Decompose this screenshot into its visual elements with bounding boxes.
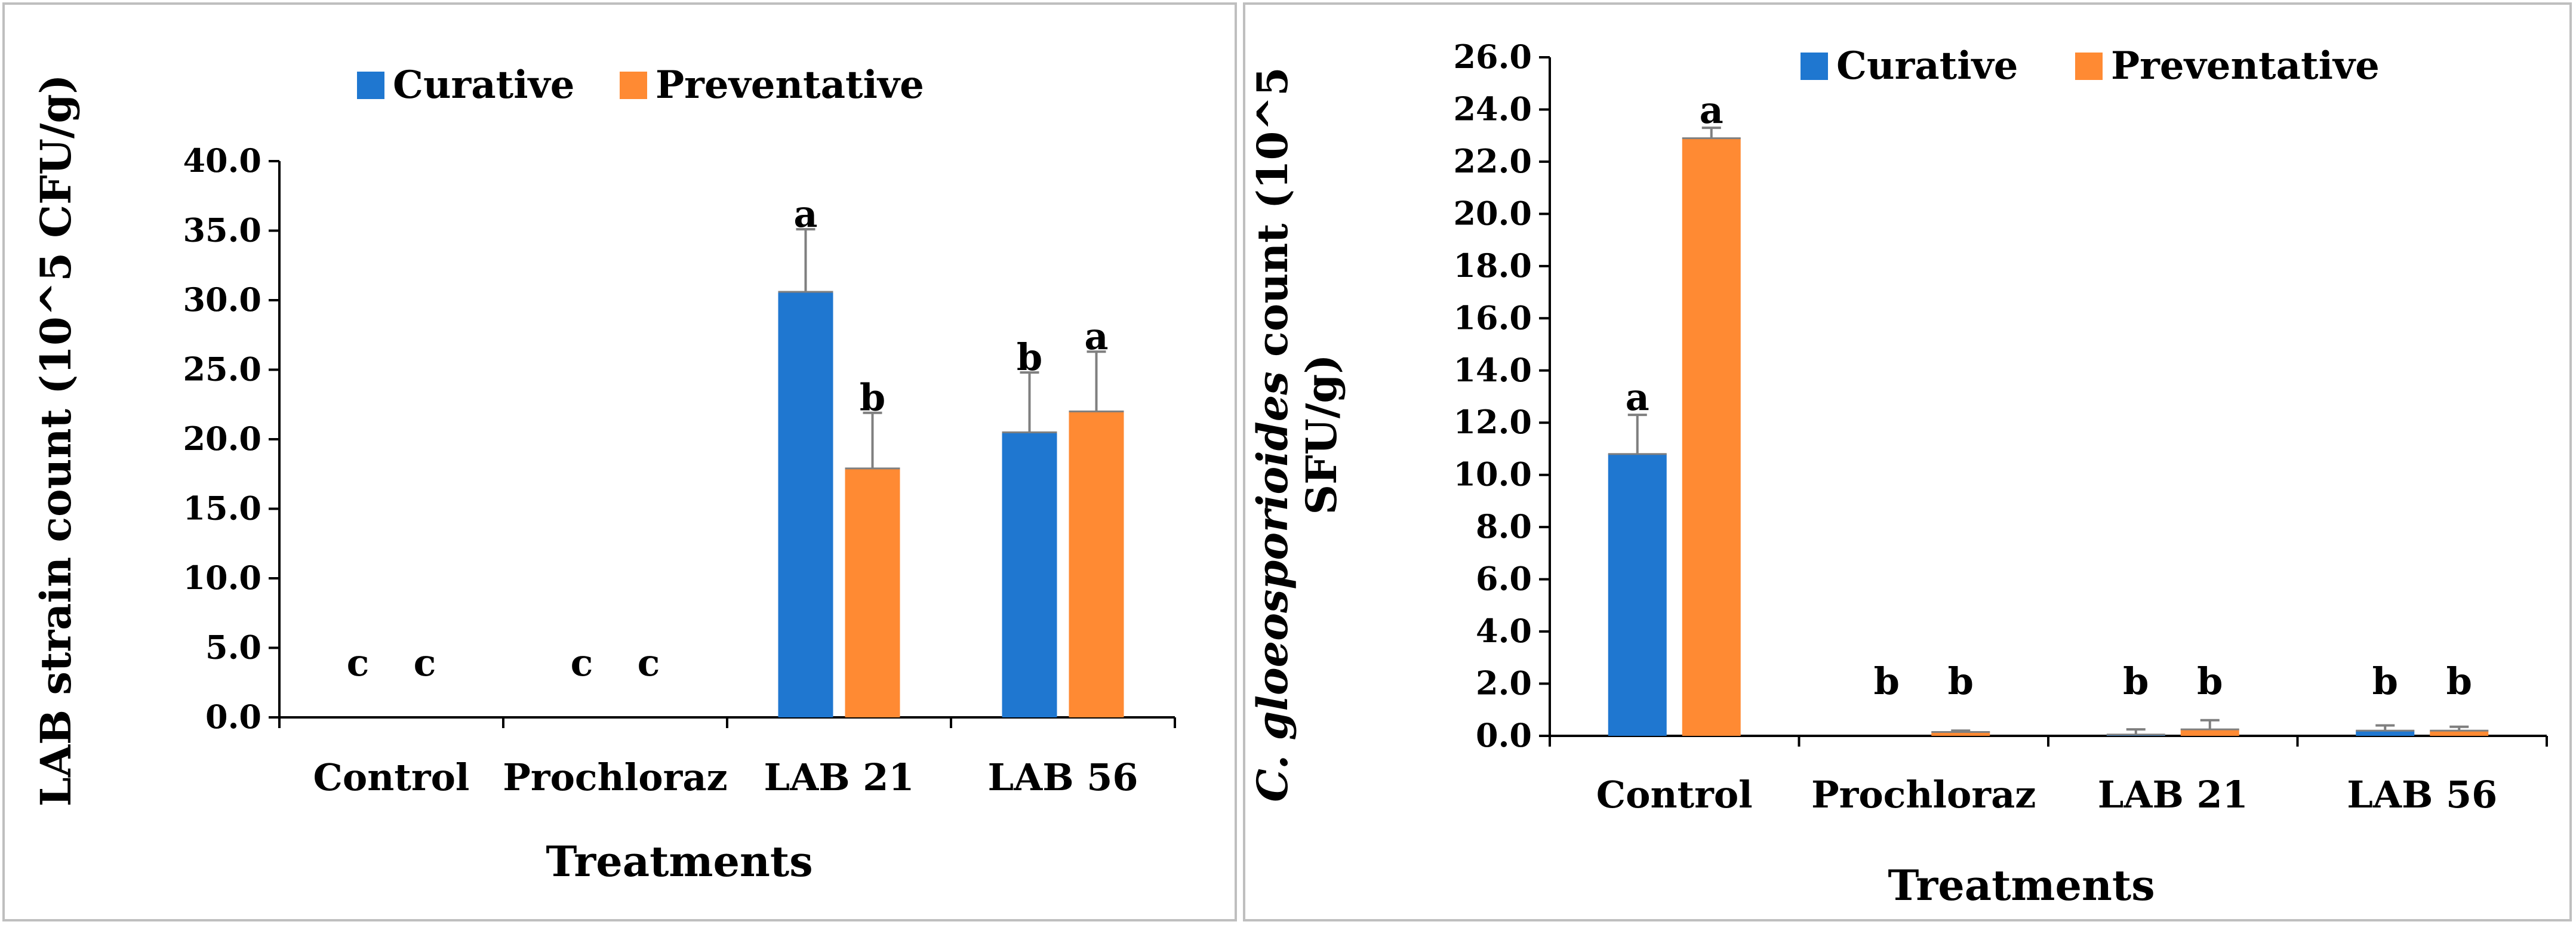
legend-label-preventative: Preventative <box>655 63 924 107</box>
y-tick-label: 22.0 <box>1453 142 1532 180</box>
y-axis-title-line1: C. gloeosporioides count (10^5 <box>1248 67 1297 802</box>
significance-letter: a <box>1626 375 1649 419</box>
significance-letter: b <box>1874 659 1900 703</box>
y-tick-label: 26.0 <box>1453 38 1532 76</box>
significance-letter: b <box>2446 659 2472 703</box>
legend-label-preventative: Preventative <box>2111 44 2380 88</box>
left-chart-panel: 0.0 5.0 10.0 15.0 20.0 25.0 30.0 35.0 40.0 Contro… <box>2 2 1237 921</box>
legend-swatch-curative <box>1801 53 1828 80</box>
y-tick-label: 25.0 <box>183 350 261 389</box>
y-tick-label: 35.0 <box>183 211 261 249</box>
bar-curative <box>1002 432 1057 717</box>
significance-letter: b <box>2197 659 2223 703</box>
category-label: Prochloraz <box>503 756 727 799</box>
y-tick-label: 40.0 <box>183 141 261 180</box>
legend-label-curative: Curative <box>1836 44 2018 88</box>
bar-preventative <box>1069 411 1124 717</box>
bar-preventative <box>2180 729 2239 736</box>
y-tick-label: 12.0 <box>1453 403 1532 441</box>
significance-letter: a <box>1084 315 1108 358</box>
significance-letter: c <box>414 641 436 685</box>
gloeosporioides-count-chart: 0.0 2.0 4.0 6.0 8.0 10.0 12.0 14.0 16.0 18.0 20.0 2… <box>1248 38 2548 910</box>
significance-letter: a <box>1700 88 1724 132</box>
category-label: LAB 56 <box>988 756 1138 799</box>
legend-swatch-preventative <box>2075 53 2103 80</box>
significance-letter: b <box>1948 659 1974 703</box>
category-label: Control <box>313 756 470 799</box>
bar-preventative <box>1682 138 1741 736</box>
y-tick-label: 10.0 <box>183 559 261 597</box>
bar-curative <box>2356 730 2415 736</box>
y-tick-label: 2.0 <box>1476 664 1532 702</box>
bar-preventative <box>2430 730 2489 736</box>
y-tick-label: 5.0 <box>205 628 261 667</box>
category-label: Prochloraz <box>1811 773 2036 816</box>
bar-curative <box>778 292 833 717</box>
y-tick-label: 20.0 <box>183 420 261 458</box>
significance-letter: b <box>860 376 885 420</box>
right-chart-panel: 0.0 2.0 4.0 6.0 8.0 10.0 12.0 14.0 16.0 18.0 20.0 2… <box>1243 2 2572 921</box>
y-tick-label: 8.0 <box>1476 507 1532 545</box>
y-tick-label: 15.0 <box>183 489 261 528</box>
legend-swatch-curative <box>357 72 384 99</box>
x-axis-title: Treatments <box>546 837 812 886</box>
y-tick-label: 20.0 <box>1453 194 1532 232</box>
y-tick-label: 24.0 <box>1453 90 1532 128</box>
significance-letter: b <box>1017 335 1042 379</box>
y-tick-label: 0.0 <box>1476 716 1532 754</box>
category-label: LAB 56 <box>2347 773 2497 816</box>
y-tick-label: 16.0 <box>1453 298 1532 337</box>
significance-letter: c <box>347 641 370 685</box>
bar-preventative <box>1931 732 1990 736</box>
category-label: Control <box>1596 773 1753 816</box>
legend-label-curative: Curative <box>393 63 574 107</box>
y-tick-label: 0.0 <box>205 698 261 736</box>
y-tick-label: 30.0 <box>183 280 261 319</box>
significance-letter: a <box>793 192 817 236</box>
y-tick-label: 14.0 <box>1453 351 1532 389</box>
x-axis-title: Treatments <box>1888 861 2155 910</box>
category-label: LAB 21 <box>2098 773 2248 816</box>
legend-swatch-preventative <box>620 72 647 99</box>
category-label: LAB 21 <box>764 756 915 799</box>
y-tick-label: 4.0 <box>1476 612 1532 650</box>
significance-letter: b <box>2372 659 2398 703</box>
bar-preventative <box>845 468 900 717</box>
y-axis-title-line2: SFU/g) <box>1297 355 1346 515</box>
significance-letter: b <box>2123 659 2149 703</box>
y-tick-label: 10.0 <box>1453 455 1532 494</box>
significance-letter: c <box>571 641 593 685</box>
y-axis-title: LAB strain count (10^5 CFU/g) <box>31 74 81 806</box>
y-tick-label: 18.0 <box>1453 246 1532 285</box>
significance-letter: c <box>638 641 660 685</box>
lab-strain-count-chart: 0.0 5.0 10.0 15.0 20.0 25.0 30.0 35.0 40.0 Contro… <box>31 63 1176 886</box>
bar-curative <box>1608 454 1667 736</box>
y-tick-label: 6.0 <box>1476 560 1532 598</box>
